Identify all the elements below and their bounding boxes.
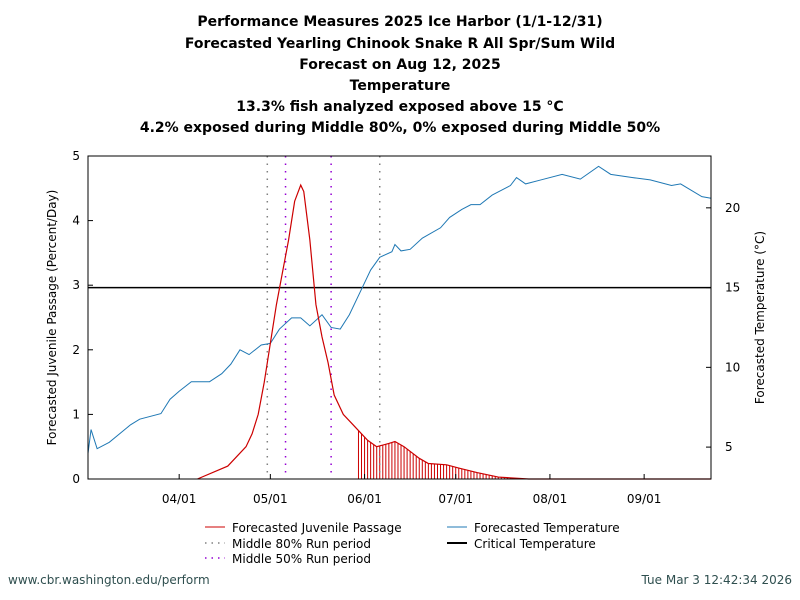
y-tick-label: 0 (72, 472, 80, 486)
y-tick-label: 1 (72, 407, 80, 421)
x-tick-label: 06/01 (347, 492, 382, 506)
y-tick-label: 2 (72, 343, 80, 357)
y2-tick-label: 5 (725, 440, 733, 454)
y-axis-label: Forecasted Juvenile Passage (Percent/Day… (45, 190, 59, 446)
chart-title: Performance Measures 2025 Ice Harbor (1/… (197, 14, 603, 30)
chart-subtitle-run-exposure: 4.2% exposed during Middle 80%, 0% expos… (139, 120, 661, 136)
footer-timestamp: Tue Mar 3 12:42:34 2026 (641, 573, 792, 587)
temperature-series-line (87, 165, 712, 454)
chart-subtitle-forecast: Forecast on Aug 12, 2025 (299, 57, 501, 73)
x-tick-label: 08/01 (533, 492, 568, 506)
y-tick-label: 3 (72, 278, 80, 292)
y-tick-label: 4 (72, 214, 80, 228)
y2-tick-label: 20 (725, 201, 740, 215)
chart-subtitle-exposure: 13.3% fish analyzed exposed above 15 °C (236, 99, 564, 115)
x-tick-label: 07/01 (438, 492, 473, 506)
y2-tick-label: 10 (725, 360, 740, 374)
x-tick-label: 04/01 (162, 492, 197, 506)
legend-label: Middle 50% Run period (232, 552, 371, 566)
chart-subtitle-measure: Temperature (349, 78, 451, 94)
passage-series-line (197, 183, 711, 480)
footer-url[interactable]: www.cbr.washington.edu/perform (8, 573, 210, 587)
y2-tick-label: 15 (725, 281, 740, 295)
y2-axis-label: Forecasted Temperature (°C) (753, 231, 767, 404)
x-tick-label: 09/01 (627, 492, 662, 506)
legend-label: Middle 80% Run period (232, 537, 371, 551)
x-tick-label: 05/01 (253, 492, 288, 506)
legend-label: Critical Temperature (474, 537, 596, 551)
legend-label: Forecasted Juvenile Passage (232, 521, 402, 535)
legend-label: Forecasted Temperature (474, 521, 620, 535)
y-tick-label: 5 (72, 149, 80, 163)
plot-frame (87, 155, 712, 480)
chart-subtitle-species: Forecasted Yearling Chinook Snake R All … (184, 36, 616, 52)
